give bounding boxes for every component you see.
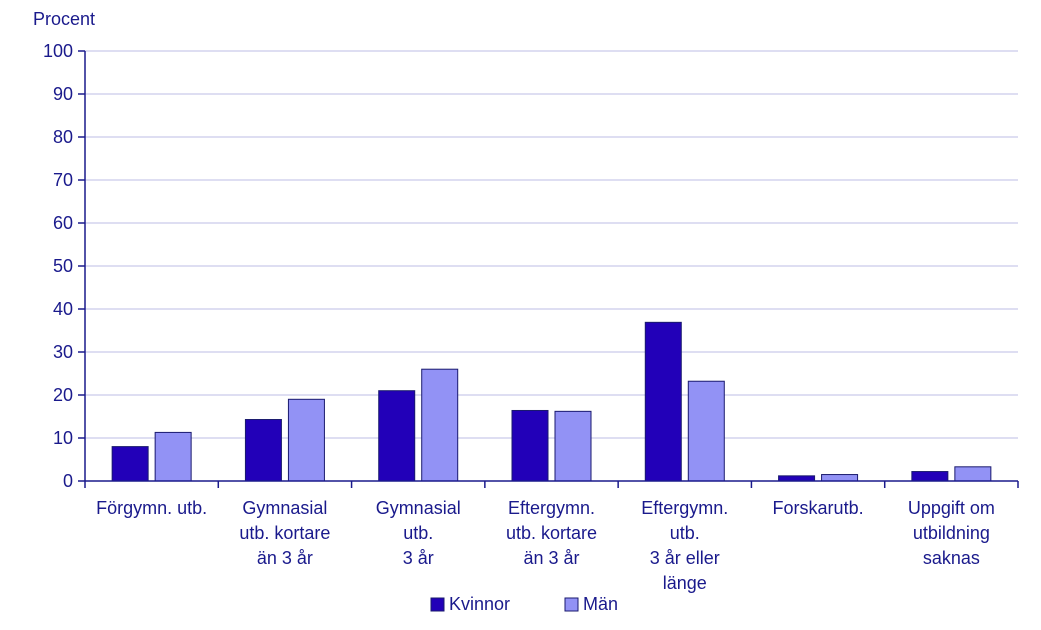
y-tick-label: 60 <box>53 213 73 233</box>
bar-m-n <box>821 474 859 482</box>
x-category-label-line: 3 år eller <box>650 548 720 568</box>
bar-kvinnor <box>778 475 816 482</box>
y-tick-label: 90 <box>53 84 73 104</box>
x-category-label-line: Gymnasial <box>376 498 461 518</box>
bars <box>111 321 992 482</box>
x-axis-labels: Förgymn. utb. Gymnasial utb. kortare än 3 å… <box>96 498 995 593</box>
bar-kvinnor <box>511 409 549 482</box>
x-category-label: Eftergymn. utb. 3 år eller länge <box>641 498 728 593</box>
x-category-label-line: 3 år <box>403 548 434 568</box>
axes <box>84 51 1019 488</box>
legend-swatch <box>430 597 445 612</box>
x-category-label-line: än 3 år <box>257 548 313 568</box>
x-category-label-line: Uppgift om <box>908 498 995 518</box>
bar-kvinnor <box>911 471 949 482</box>
x-category-label-line: Eftergymn. <box>508 498 595 518</box>
x-category-label: Gymnasial utb. 3 år <box>376 498 461 568</box>
x-category-label: Gymnasial utb. kortare än 3 år <box>239 498 330 568</box>
x-category-label-line: länge <box>663 573 707 593</box>
y-tick-label: 40 <box>53 299 73 319</box>
bar-m-n <box>954 466 992 482</box>
legend-label: Kvinnor <box>449 594 510 614</box>
y-tick-label: 20 <box>53 385 73 405</box>
y-axis-ticks: 0 10 20 30 40 50 60 70 80 90 100 <box>43 41 85 491</box>
grid-lines <box>85 50 1018 439</box>
x-category-label: Forskarutb. <box>773 498 864 518</box>
y-tick-label: 80 <box>53 127 73 147</box>
x-category-label-line: saknas <box>923 548 980 568</box>
bar-kvinnor <box>378 390 416 482</box>
legend-swatch <box>564 597 579 612</box>
bar-m-n <box>554 410 592 482</box>
y-tick-label: 70 <box>53 170 73 190</box>
bar-kvinnor <box>111 446 149 482</box>
y-tick-label: 100 <box>43 41 73 61</box>
x-category-label-line: Gymnasial <box>242 498 327 518</box>
x-category-label-line: utb. kortare <box>239 523 330 543</box>
y-tick-label: 10 <box>53 428 73 448</box>
x-category-label-line: utb. kortare <box>506 523 597 543</box>
x-category-label-line: utb. <box>403 523 433 543</box>
x-category-label: Uppgift om utbildning saknas <box>908 498 995 568</box>
x-category-label-line: utbildning <box>913 523 990 543</box>
bar-m-n <box>421 368 459 482</box>
x-category-label-line: Forskarutb. <box>773 498 864 518</box>
y-tick-label: 50 <box>53 256 73 276</box>
legend-label: Män <box>583 594 618 614</box>
bar-m-n <box>687 380 725 482</box>
x-category-label-line: Eftergymn. <box>641 498 728 518</box>
bar-kvinnor <box>644 321 682 482</box>
bar-m-n <box>287 398 325 482</box>
x-category-label-line: Förgymn. utb. <box>96 498 207 518</box>
x-category-label: Förgymn. utb. <box>96 498 207 518</box>
y-axis-title: Procent <box>33 9 95 29</box>
legend: Kvinnor Män <box>430 594 618 614</box>
bar-m-n <box>154 431 192 482</box>
bar-kvinnor <box>244 419 282 482</box>
x-category-label-line: utb. <box>670 523 700 543</box>
y-tick-label: 0 <box>63 471 73 491</box>
x-category-label-line: än 3 år <box>523 548 579 568</box>
y-tick-label: 30 <box>53 342 73 362</box>
x-category-label: Eftergymn. utb. kortare än 3 år <box>506 498 597 568</box>
